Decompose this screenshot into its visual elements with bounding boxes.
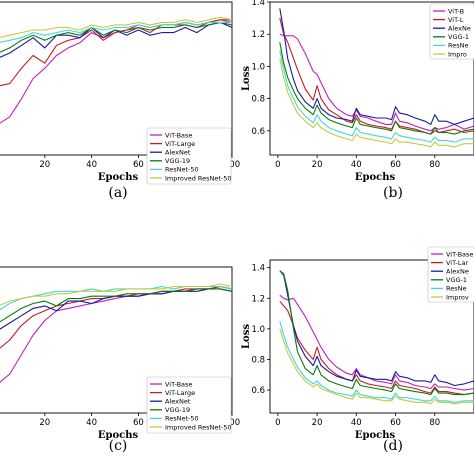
legend-label: ViT-Lar	[446, 259, 468, 267]
x-tick-label: 40	[351, 160, 362, 170]
x-tick-label: 60	[390, 160, 401, 170]
legend-label: Improv	[446, 293, 469, 301]
x-axis-label: Epochs	[98, 430, 139, 441]
legend: ViT-BaseViT-LargeAlexNetVGG-19ResNet-50I…	[146, 127, 232, 185]
x-tick-label: 40	[86, 160, 97, 170]
series-line-improved-resnet-50	[279, 58, 474, 148]
x-tick-label: 60	[133, 418, 144, 428]
panel-caption: (b)	[383, 185, 403, 201]
y-tick-label: 0.6	[251, 127, 265, 137]
series-line-improved-resnet-50	[279, 328, 474, 405]
x-tick-label: 20	[39, 160, 50, 170]
x-tick-label: 20	[39, 418, 50, 428]
plot-frame	[0, 1, 233, 156]
legend-label: ResNe	[448, 42, 468, 50]
x-tick-label: 40	[351, 418, 362, 428]
plot-frame	[0, 266, 233, 414]
series-line-vgg-19	[279, 270, 474, 396]
x-tick-label: 80	[429, 418, 440, 428]
series-line-alexnet	[279, 8, 474, 125]
legend-label: ViT-B	[448, 7, 464, 15]
plot-frame	[269, 1, 474, 156]
series-line-vgg-19	[279, 42, 474, 135]
series-line-resnet-50	[279, 50, 474, 143]
legend-label: ResNe	[446, 285, 466, 293]
legend: ViT-BaseViT-LargeAlexNetVGG-19ResNet-50I…	[146, 376, 232, 434]
x-axis-label: Epochs	[355, 172, 396, 183]
series-group	[0, 16, 232, 124]
x-tick-label: 0	[275, 418, 280, 428]
legend-label: ResNet-50	[165, 415, 199, 423]
series-line-vit-large	[279, 17, 474, 135]
y-tick-label: 0.8	[251, 95, 265, 105]
legend-label: VGG-19	[165, 157, 190, 165]
y-tick-label: 1.4	[251, 0, 265, 8]
y-axis-label: Loss	[241, 324, 252, 349]
panel-caption: (d)	[383, 438, 403, 454]
legend-label: Improved ResNet-50	[165, 423, 232, 431]
x-axis-label: Epochs	[355, 430, 396, 441]
legend-label: AlexNe	[448, 25, 471, 33]
panel-0: 20406080100EpochsViT-BaseViT-LargeAlexNe…	[0, 1, 240, 201]
series-line-improved-resnet-50	[0, 16, 232, 38]
legend-label: AlexNet	[165, 149, 191, 157]
x-tick-label: 0	[275, 160, 280, 170]
x-tick-label: 60	[390, 418, 401, 428]
legend-label: VGG-19	[165, 406, 190, 414]
legend-label: VGG-1	[448, 33, 469, 41]
legend-box	[146, 127, 232, 185]
legend-label: AlexNe	[446, 268, 469, 276]
legend-label: VGG-1	[446, 276, 467, 284]
series-line-vit-base	[279, 294, 474, 391]
y-tick-label: 1.2	[251, 294, 265, 304]
x-tick-label: 60	[133, 160, 144, 170]
panel-3: 0 20 40 60 80 0.6 0.8 1.0 1.2 1.4 Epochs Loss ViT-Ba…	[241, 246, 474, 454]
y-tick-label: 1.0	[251, 325, 265, 335]
series-group	[0, 283, 232, 383]
legend-label: ResNet-50	[165, 166, 199, 174]
y-tick-label: 1.2	[251, 30, 265, 40]
series-line-vit-base	[0, 285, 232, 383]
y-tick-label: 1.0	[251, 62, 265, 72]
panel-caption: (c)	[109, 438, 128, 454]
x-tick-label: 80	[429, 160, 440, 170]
series-line-vgg-19	[0, 21, 232, 53]
y-tick-label: 0.8	[251, 355, 265, 365]
series-line-alexnet	[279, 270, 474, 387]
x-tick-label: 100	[224, 418, 240, 428]
panel-2: 20406080100EpochsViT-BaseViT-LargeAlexNe…	[0, 266, 240, 454]
plot-frame	[269, 259, 474, 414]
panel-1: 0 20 40 60 800.60.81.01.21.4EpochsLossViT-BV…	[241, 0, 474, 201]
legend-label: ViT-Base	[446, 250, 473, 258]
legend-box	[146, 376, 232, 434]
x-tick-label: 100	[224, 160, 240, 170]
legend-label: ViT-Base	[165, 380, 192, 388]
series-line-vgg-19	[0, 288, 232, 323]
series-group	[279, 270, 474, 405]
legend-label: Impro	[448, 50, 467, 58]
x-axis-label: Epochs	[98, 172, 139, 183]
y-tick-label: 1.4	[251, 264, 265, 274]
series-line-resnet-50	[279, 321, 474, 403]
series-line-vit-large	[279, 300, 474, 396]
panel-caption: (a)	[108, 185, 127, 201]
y-axis-label: Loss	[241, 66, 252, 91]
series-line-resnet-50	[0, 21, 232, 43]
x-tick-label: 40	[86, 418, 97, 428]
legend-label: ViT-Large	[165, 140, 195, 148]
x-tick-label: 20	[312, 160, 323, 170]
legend-label: ViT-Large	[165, 389, 195, 397]
y-tick-label: 0.6	[251, 386, 265, 396]
series-line-improved-resnet-50	[0, 283, 232, 306]
series-line-alexnet	[0, 288, 232, 330]
legend-label: ViT-Base	[165, 131, 192, 139]
x-tick-label: 20	[312, 418, 323, 428]
series-group	[279, 8, 474, 148]
legend-label: Improved ResNet-50	[165, 174, 232, 182]
legend-label: ViT-L	[448, 16, 464, 24]
legend-label: AlexNet	[165, 398, 191, 406]
